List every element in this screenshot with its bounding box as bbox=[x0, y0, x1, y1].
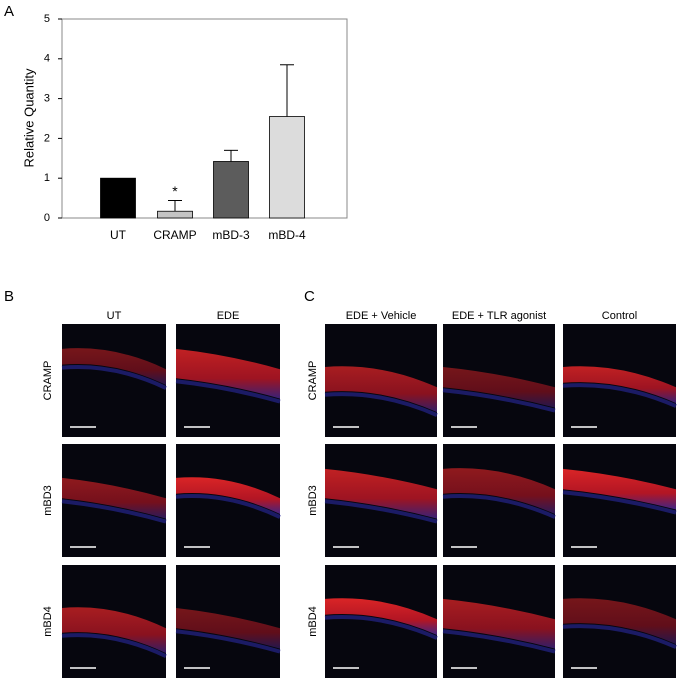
x-tick-label: UT bbox=[110, 228, 127, 242]
tissue-band bbox=[563, 366, 676, 404]
tissue-band bbox=[62, 607, 166, 654]
tissue-band bbox=[443, 598, 555, 649]
nuclei-layer bbox=[61, 365, 167, 390]
error-bar bbox=[168, 199, 182, 212]
column-label: EDE + Vehicle bbox=[346, 310, 417, 322]
nuclei-layer bbox=[175, 379, 281, 404]
micrograph bbox=[562, 565, 677, 678]
y-tick-label: 4 bbox=[44, 53, 50, 65]
nuclei-layer bbox=[61, 499, 167, 524]
column-label: EDE + TLR agonist bbox=[452, 310, 546, 322]
x-tick-label: CRAMP bbox=[153, 228, 196, 242]
nuclei-layer bbox=[562, 383, 677, 408]
column-label: UT bbox=[107, 310, 122, 322]
y-tick-label: 2 bbox=[44, 132, 50, 144]
micrograph bbox=[61, 565, 167, 678]
y-tick-label: 3 bbox=[44, 93, 50, 105]
nuclei-layer bbox=[562, 490, 677, 515]
y-axis-label: Relative Quantity bbox=[21, 68, 36, 167]
nuclei-layer bbox=[175, 494, 281, 519]
error-bar bbox=[224, 149, 238, 162]
tissue-band bbox=[443, 468, 555, 515]
tissue-band bbox=[325, 366, 437, 413]
y-tick-label: 5 bbox=[44, 13, 50, 25]
panel-label: C bbox=[304, 288, 315, 305]
tissue-band bbox=[62, 477, 166, 519]
x-tick-label: mBD-4 bbox=[268, 228, 306, 242]
row-label: mBD4 bbox=[42, 606, 54, 637]
panel-label: A bbox=[4, 3, 14, 20]
row-label: mBD3 bbox=[307, 485, 319, 516]
nuclei-layer bbox=[442, 494, 556, 519]
micrograph bbox=[324, 565, 438, 678]
micrograph bbox=[175, 324, 281, 437]
y-tick-label: 0 bbox=[44, 212, 50, 224]
y-tick-label: 1 bbox=[44, 172, 50, 184]
tissue-band bbox=[325, 468, 437, 519]
micrograph bbox=[175, 565, 281, 678]
micrograph bbox=[442, 444, 556, 557]
micrograph bbox=[324, 324, 438, 437]
micrograph bbox=[175, 444, 281, 557]
bar bbox=[213, 161, 249, 219]
nuclei-layer bbox=[442, 388, 556, 413]
nuclei-layer bbox=[442, 629, 556, 654]
micrograph bbox=[562, 324, 677, 437]
bar bbox=[269, 116, 305, 219]
tissue-band bbox=[563, 598, 676, 645]
panel-label: B bbox=[4, 288, 14, 305]
x-tick-label: mBD-3 bbox=[212, 228, 250, 242]
tissue-band bbox=[176, 477, 280, 515]
error-bar bbox=[280, 64, 294, 117]
nuclei-layer bbox=[324, 499, 438, 524]
micrograph bbox=[562, 444, 677, 557]
row-label: CRAMP bbox=[42, 361, 54, 401]
tissue-band bbox=[176, 348, 280, 399]
bar bbox=[100, 177, 136, 219]
micrograph bbox=[442, 565, 556, 678]
tissue-band bbox=[176, 607, 280, 649]
tissue-band bbox=[443, 366, 555, 408]
row-label: mBD4 bbox=[307, 606, 319, 637]
tissue-band bbox=[325, 598, 437, 636]
tissue-band bbox=[563, 468, 676, 510]
nuclei-layer bbox=[175, 629, 281, 654]
micrograph bbox=[61, 324, 167, 437]
column-label: EDE bbox=[217, 310, 240, 322]
row-label: CRAMP bbox=[307, 361, 319, 401]
micrograph bbox=[61, 444, 167, 557]
nuclei-layer bbox=[324, 615, 438, 640]
micrograph bbox=[324, 444, 438, 557]
annotation: * bbox=[172, 183, 178, 199]
column-label: Control bbox=[602, 310, 637, 322]
tissue-band bbox=[62, 348, 166, 386]
plot-frame bbox=[61, 18, 348, 219]
micrograph bbox=[442, 324, 556, 437]
row-label: mBD3 bbox=[42, 485, 54, 516]
nuclei-layer bbox=[61, 633, 167, 658]
nuclei-layer bbox=[562, 624, 677, 649]
nuclei-layer bbox=[324, 392, 438, 417]
bar bbox=[157, 210, 193, 219]
